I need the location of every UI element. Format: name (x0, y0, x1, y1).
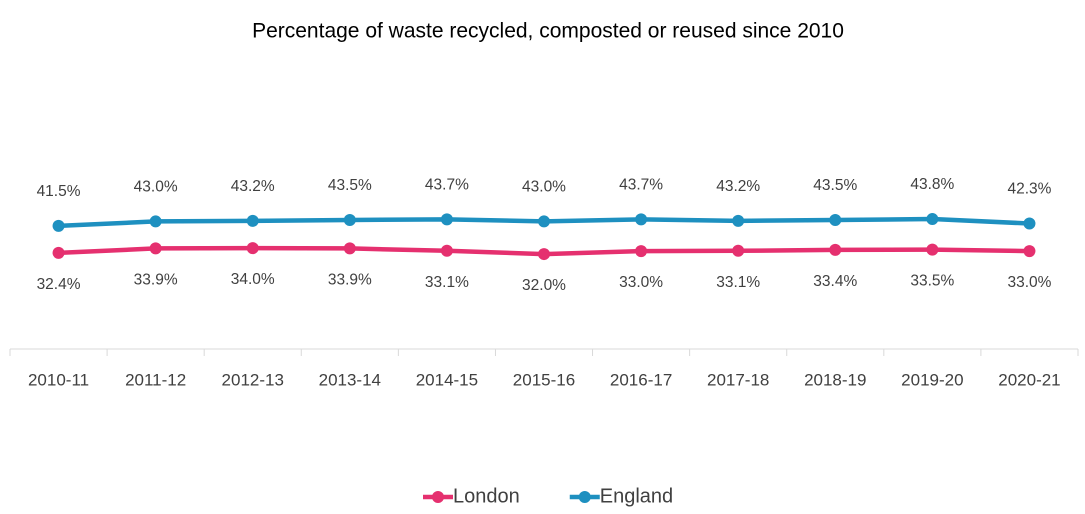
value-label: 43.5% (328, 177, 372, 194)
value-label: 33.0% (1007, 274, 1051, 291)
series-marker (732, 244, 745, 257)
series-marker (440, 244, 453, 257)
value-label: 43.2% (716, 178, 760, 195)
value-label: 32.4% (37, 276, 81, 293)
chart-title: Percentage of waste recycled, composted … (252, 20, 844, 43)
series-marker (538, 248, 550, 261)
value-label: 41.5% (37, 183, 81, 200)
x-tick-label: 2011-12 (125, 370, 186, 389)
value-label: 33.4% (813, 273, 857, 290)
series-marker (440, 213, 453, 226)
value-label: 33.1% (425, 274, 469, 291)
series-marker (149, 242, 162, 255)
series-marker (1023, 217, 1036, 230)
value-label: 43.8% (910, 176, 954, 193)
x-tick-label: 2016-17 (610, 370, 672, 389)
x-tick-label: 2012-13 (222, 370, 284, 389)
series-marker (926, 243, 939, 256)
x-tick-label: 2010-11 (28, 370, 89, 389)
series-marker (926, 213, 939, 226)
series-marker (343, 242, 356, 255)
series-marker (635, 245, 648, 258)
x-tick-label: 2014-15 (416, 370, 478, 389)
series-marker (732, 214, 745, 227)
value-label: 33.9% (328, 272, 372, 289)
series-marker (538, 215, 550, 228)
value-label: 43.7% (425, 176, 469, 193)
value-label: 34.0% (231, 271, 275, 288)
series-marker (149, 215, 162, 228)
legend-marker (578, 491, 591, 503)
value-label: 33.1% (716, 274, 760, 291)
value-label: 43.7% (619, 176, 663, 193)
x-tick-label: 2020-21 (998, 370, 1060, 389)
series-marker (246, 214, 259, 227)
value-label: 33.9% (134, 272, 178, 289)
series-marker (1023, 245, 1036, 258)
value-label: 43.2% (231, 178, 275, 195)
series-marker (52, 219, 65, 232)
value-label: 43.0% (522, 179, 566, 196)
series-marker (246, 242, 259, 255)
value-label: 42.3% (1007, 181, 1051, 198)
series-marker (52, 246, 65, 259)
x-tick-label: 2013-14 (319, 370, 381, 389)
x-tick-label: 2017-18 (707, 370, 769, 389)
value-label: 33.5% (910, 273, 954, 290)
series-marker (829, 243, 842, 256)
series-marker (343, 213, 356, 226)
series-marker (635, 213, 648, 226)
value-label: 32.0% (522, 277, 566, 294)
x-tick-label: 2015-16 (513, 370, 575, 389)
legend-marker (432, 491, 444, 503)
value-label: 43.0% (134, 179, 178, 196)
series-marker (829, 213, 842, 226)
legend-label: London (453, 485, 520, 507)
value-label: 43.5% (813, 177, 857, 194)
legend-label: England (600, 485, 673, 507)
x-tick-label: 2018-19 (804, 370, 866, 389)
value-label: 33.0% (619, 274, 663, 291)
x-tick-label: 2019-20 (901, 370, 963, 389)
